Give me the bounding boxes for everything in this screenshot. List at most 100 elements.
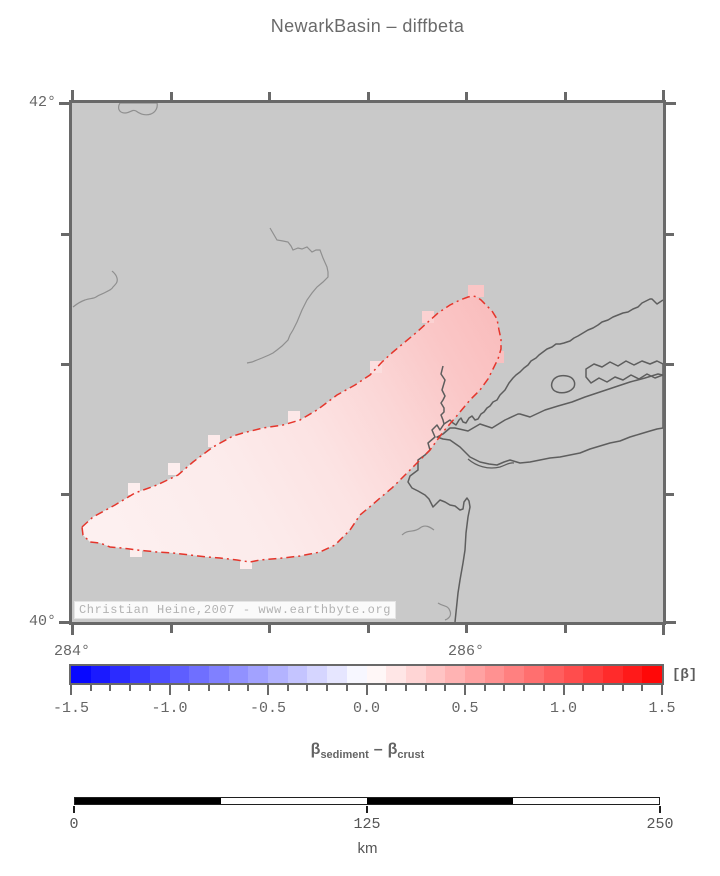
map-tick-bottom — [268, 625, 271, 633]
basin-fill-pixel-steps — [128, 285, 504, 569]
map-tick-bottom-corner — [71, 625, 74, 635]
map-tick-right — [666, 492, 674, 496]
colorbar-tick-minor — [188, 685, 191, 691]
scale-bar-segment — [513, 798, 659, 804]
lake-contour — [118, 103, 158, 116]
map-tick-top-corner — [662, 90, 665, 100]
basin-fill-step — [128, 483, 140, 495]
map-tick-left-corner — [59, 102, 69, 105]
scale-bar-segment — [75, 798, 221, 804]
colorbar-block — [287, 666, 308, 683]
colorbar-block — [543, 666, 564, 683]
colorbar-block — [386, 666, 406, 683]
colorbar-block — [71, 666, 91, 683]
colorbar-block — [642, 666, 663, 683]
map-tick-bottom — [169, 625, 173, 633]
colorbar-block — [149, 666, 170, 683]
colorbar-block — [228, 666, 249, 683]
basin-fill-step — [168, 463, 180, 475]
colorbar-tick-minor — [129, 685, 132, 691]
colorbar-tick-major — [365, 685, 368, 695]
basin-fill — [82, 296, 501, 562]
colorbar-tick-minor — [503, 685, 506, 691]
map-tick-right-corner — [666, 102, 676, 105]
colorbar-block — [90, 666, 111, 683]
map-tick-top — [465, 92, 468, 100]
longitude-label: 286° — [447, 643, 484, 660]
colorbar-tick-minor — [621, 685, 624, 691]
colorbar-tick-minor — [641, 685, 644, 691]
colorbar-tick-minor — [227, 685, 230, 691]
colorbar-tick-minor — [444, 685, 447, 691]
colorbar-tick-label: -1.0 — [151, 700, 188, 717]
colorbar-unit-label: [β] — [672, 667, 698, 683]
coastline-lagoon — [467, 458, 515, 469]
colorbar-tick-minor — [345, 685, 348, 691]
colorbar-block — [346, 666, 367, 683]
basin-fill-step — [422, 311, 434, 323]
beta-sediment-symbol: β — [310, 741, 321, 758]
map-canvas — [72, 103, 663, 622]
map-tick-left-corner — [59, 621, 69, 624]
colorbar-tick-label: -0.5 — [249, 700, 286, 717]
colorbar-block — [563, 666, 584, 683]
map-tick-top — [563, 92, 567, 100]
basin-fill-step — [130, 549, 142, 557]
scale-bar-label: 250 — [646, 816, 674, 833]
map-tick-left — [61, 233, 69, 237]
colorbar-tick-minor — [89, 685, 92, 691]
colorbar-tick-major — [267, 685, 269, 695]
river-northwest — [72, 270, 118, 308]
colorbar-block — [208, 666, 229, 683]
coastline-new-england — [443, 298, 663, 426]
colorbar-tick-minor — [286, 685, 289, 691]
colorbar-tick-major — [661, 685, 663, 695]
colorbar-block — [602, 666, 623, 683]
scale-bar-tick — [73, 806, 75, 813]
colorbar-block — [268, 666, 288, 683]
river-nj-1 — [401, 525, 435, 536]
scale-bar-unit: km — [357, 840, 378, 857]
colorbar-block — [465, 666, 485, 683]
colorbar-tick-minor — [523, 685, 526, 691]
scale-bar-segment — [367, 798, 513, 804]
colorbar-block — [248, 666, 269, 683]
scale-bar-tick — [366, 806, 368, 813]
colorbar-tick-major — [70, 685, 72, 695]
colorbar-block — [110, 666, 131, 683]
scale-bar-tick — [659, 806, 661, 813]
longitude-label: 284° — [53, 643, 90, 660]
basin-outline — [81, 295, 502, 563]
colorbar-tick-minor — [404, 685, 407, 691]
colorbar-block — [189, 666, 209, 683]
coastline-long-island — [436, 373, 663, 466]
colorbar-block — [405, 666, 426, 683]
map-tick-right — [666, 233, 674, 237]
colorbar-tick-label: 0.0 — [352, 700, 380, 717]
colorbar-tick-minor — [207, 685, 210, 691]
map-tick-top — [366, 92, 370, 100]
minus-sign: – — [373, 741, 383, 758]
colorbar-tick-minor — [424, 685, 427, 691]
scale-bar-label: 0 — [69, 816, 79, 833]
map-tick-left — [61, 492, 69, 496]
map-tick-top — [268, 92, 271, 100]
colorbar-tick-major — [168, 685, 171, 695]
colorbar-block — [524, 666, 544, 683]
colorbar — [69, 664, 664, 685]
colorbar-block — [445, 666, 466, 683]
colorbar-tick-minor — [582, 685, 585, 691]
colorbar-block — [622, 666, 643, 683]
scale-bar — [74, 797, 660, 805]
colorbar-tick-major — [464, 685, 466, 695]
colorbar-block — [504, 666, 525, 683]
colorbar-tick-minor — [542, 685, 545, 691]
colorbar-block — [366, 666, 387, 683]
colorbar-block — [583, 666, 603, 683]
basin-fill-step — [370, 361, 382, 373]
colorbar-block — [169, 666, 190, 683]
beta-crust-symbol: β — [387, 741, 398, 758]
colorbar-block — [130, 666, 150, 683]
colorbar-block — [307, 666, 328, 683]
